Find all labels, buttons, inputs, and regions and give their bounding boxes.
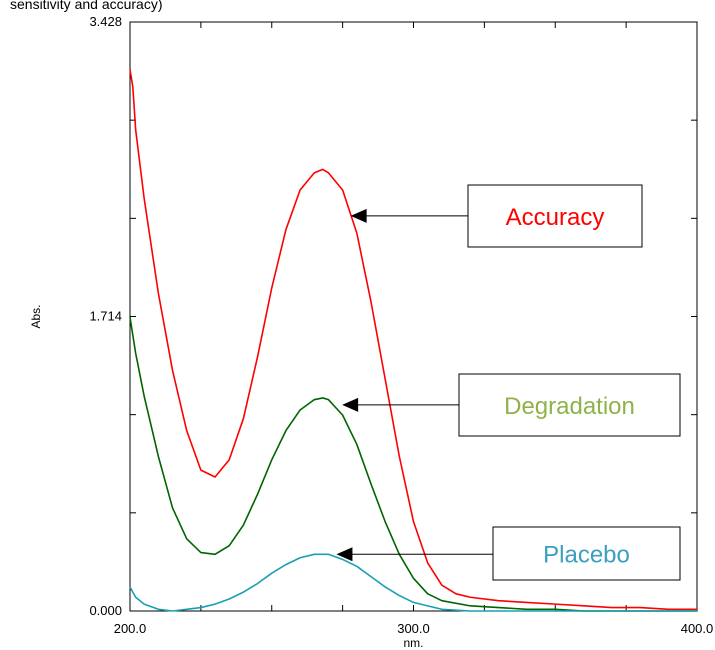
x-tick-label: 400.0 xyxy=(681,621,714,636)
x-tick-label: 200.0 xyxy=(114,621,147,636)
annotation-box-accuracy xyxy=(467,184,643,248)
y-tick-label: 0.000 xyxy=(89,603,122,618)
annotation-arrowhead-degradation xyxy=(342,397,359,412)
annotation-box-placebo xyxy=(492,526,681,581)
top-partial-text: sensitivity and accuracy) xyxy=(10,0,163,12)
annotation-box-degradation xyxy=(458,373,681,437)
series-line-degradation xyxy=(129,317,697,612)
x-axis-label: nm. xyxy=(403,636,423,650)
annotation-arrowhead-placebo xyxy=(336,547,353,562)
series-line-accuracy xyxy=(129,69,697,611)
series-line-placebo xyxy=(129,553,697,612)
y-axis-label: Abs. xyxy=(29,304,43,328)
annotation-arrowhead-accuracy xyxy=(350,208,367,223)
y-tick-label: 1.714 xyxy=(89,309,122,324)
annotation-label-accuracy: Accuracy xyxy=(506,204,605,231)
annotation-label-placebo: Placebo xyxy=(543,542,630,569)
annotation-label-degradation: Degradation xyxy=(504,393,635,420)
x-tick-label: 300.0 xyxy=(397,621,430,636)
y-tick-label: 3.428 xyxy=(89,14,122,29)
